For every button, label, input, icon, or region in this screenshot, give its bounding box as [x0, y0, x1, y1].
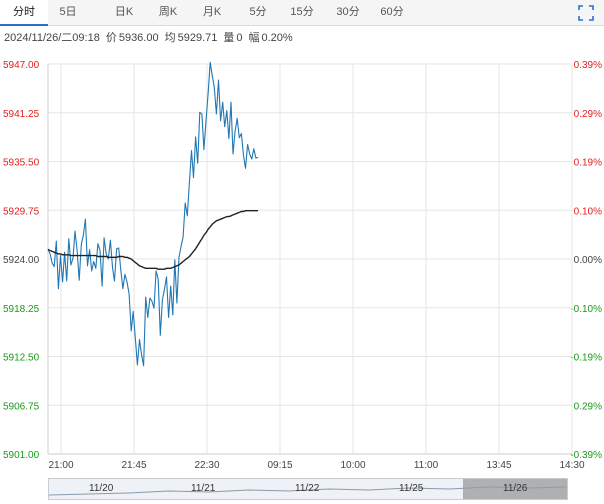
y-tick-label-right: 0.29% [574, 401, 602, 412]
tab-15min[interactable]: 15分 [290, 6, 314, 18]
tab-daily-k[interactable]: 日K [114, 6, 134, 18]
navigator-label: 11/26 [503, 483, 528, 494]
quote-datetime: 2024/11/26/二09:18 [4, 32, 100, 44]
navigator-label: 11/20 [89, 483, 114, 494]
tab-monthly-k[interactable]: 月K [202, 6, 222, 18]
amplitude-label: 幅 [248, 32, 260, 44]
tab-5min[interactable]: 5分 [249, 6, 267, 18]
navigator-selection[interactable] [463, 479, 567, 499]
y-tick-label-right: -0.19% [570, 353, 602, 364]
tab-5day[interactable]: 5日 [59, 6, 77, 18]
y-tick-label-right: 0.00% [574, 255, 602, 266]
tab-60min[interactable]: 60分 [380, 6, 404, 18]
price-value: 5936.00 [118, 32, 159, 44]
y-tick-label-left: 5929.75 [3, 206, 40, 217]
x-tick-label: 09:15 [267, 460, 292, 471]
amplitude-value: 0.20% [261, 32, 293, 44]
y-tick-label-right: 0.10% [574, 206, 602, 217]
price-series-line [47, 61, 259, 367]
y-tick-label-left: 5947.00 [3, 60, 40, 71]
avg-label: 均 [164, 32, 176, 44]
y-tick-label-left: 5906.75 [3, 401, 40, 412]
y-tick-label-left: 5912.50 [3, 353, 40, 364]
y-tick-label-left: 5901.00 [3, 450, 40, 461]
y-tick-label-right: -0.39% [570, 450, 602, 461]
period-tab-bar: 分时 5日 日K 周K 月K 5分 15分 30分 60分 [0, 0, 604, 26]
y-tick-label-right: -0.10% [570, 304, 602, 315]
x-tick-label: 13:45 [486, 460, 511, 471]
x-tick-label: 10:00 [340, 460, 365, 471]
y-tick-label-right: 0.29% [574, 109, 602, 120]
quote-info-bar: 2024/11/26/二09:18 价 5936.00 均 5929.71 量 0 幅 0.20… [0, 28, 604, 48]
y-tick-label-left: 5941.25 [3, 109, 40, 120]
tab-intraday[interactable]: 分时 [0, 0, 48, 26]
y-tick-label-left: 5924.00 [3, 255, 40, 266]
x-tick-label: 11:00 [414, 460, 439, 471]
y-tick-label-right: 0.19% [574, 158, 602, 169]
x-tick-label: 22:30 [194, 460, 219, 471]
fullscreen-icon[interactable] [578, 5, 594, 21]
tab-weekly-k[interactable]: 周K [158, 6, 178, 18]
x-tick-label: 21:45 [121, 460, 146, 471]
avg-price-series-line [47, 209, 258, 270]
x-tick-label: 21:00 [48, 460, 73, 471]
navigator-label: 11/25 [399, 483, 424, 494]
navigator-label: 11/22 [295, 483, 320, 494]
time-navigator[interactable]: 11/20 11/21 11/22 11/25 11/26 [48, 478, 568, 500]
y-tick-label-left: 5935.50 [3, 158, 40, 169]
x-tick-label: 14:30 [559, 460, 584, 471]
tab-30min[interactable]: 30分 [336, 6, 360, 18]
intraday-chart: 5947.00 0.39% 5941.25 0.29% 5935.50 0.19% 5929… [3, 60, 602, 471]
y-tick-label-left: 5918.25 [3, 304, 40, 315]
volume-value: 0 [236, 32, 243, 44]
navigator-label: 11/21 [191, 483, 216, 494]
avg-value: 5929.71 [177, 32, 218, 44]
price-label: 价 [105, 32, 117, 44]
volume-label: 量 [223, 32, 235, 44]
y-tick-label-right: 0.39% [574, 60, 602, 71]
